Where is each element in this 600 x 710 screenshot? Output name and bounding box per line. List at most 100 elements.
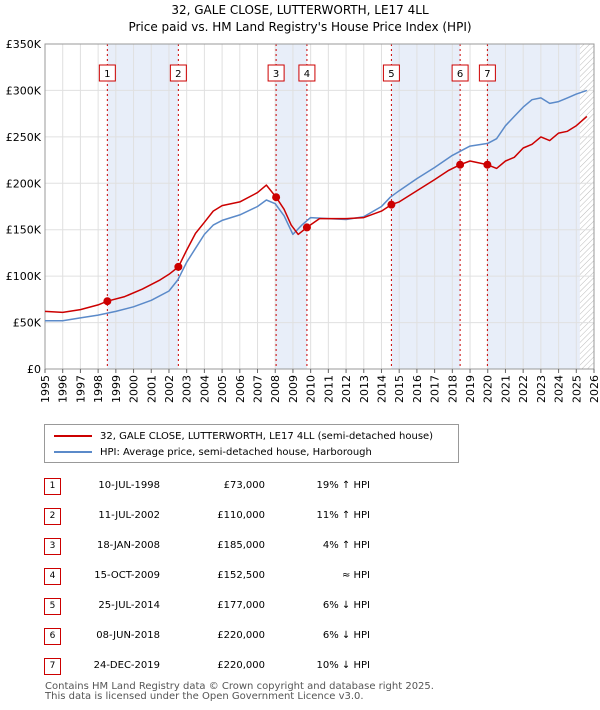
x-tick-label: 1998: [92, 375, 105, 403]
forecast-hatch: [579, 44, 594, 369]
y-tick-label: £250K: [6, 131, 42, 144]
x-tick-label: 2007: [252, 375, 265, 403]
sale-label-number: 7: [484, 69, 490, 80]
x-tick-label: 1995: [39, 375, 52, 403]
x-tick-label: 2025: [570, 375, 583, 403]
legend-item-property: 32, GALE CLOSE, LUTTERWORTH, LE17 4LL (s…: [54, 429, 433, 443]
x-tick-label: 2022: [517, 375, 530, 403]
sale-number-badge: 5: [44, 598, 61, 615]
x-tick-label: 2009: [287, 375, 300, 403]
sale-date: 25-JUL-2014: [98, 600, 160, 611]
sale-price: £185,000: [217, 540, 265, 551]
sale-date: 18-JAN-2008: [96, 540, 160, 551]
sale-price: £110,000: [217, 510, 265, 521]
x-tick-label: 2003: [181, 375, 194, 403]
legend-hpi-label: HPI: Average price, semi-detached house,…: [100, 446, 372, 458]
plot-border: [44, 43, 595, 370]
table-row: 2 11-JUL-2002 £110,000 11% ↑ HPI: [0, 506, 600, 526]
x-tick-label: 2023: [535, 375, 548, 403]
x-tick-label: 2024: [553, 375, 566, 403]
x-tick-label: 2014: [375, 375, 388, 403]
x-tick-label: 2026: [588, 375, 600, 403]
x-tick-label: 2008: [269, 375, 282, 403]
x-tick-label: 2011: [322, 375, 335, 403]
x-tick-label: 2017: [429, 375, 442, 403]
y-tick-label: £100K: [6, 270, 42, 283]
sale-number-badge: 6: [44, 628, 61, 645]
x-tick-label: 2013: [358, 375, 371, 403]
sale-point: [387, 200, 396, 209]
legend: 32, GALE CLOSE, LUTTERWORTH, LE17 4LL (s…: [44, 424, 459, 463]
sale-date: 15-OCT-2009: [94, 570, 160, 581]
property-price-line: [44, 115, 588, 314]
legend-item-hpi: HPI: Average price, semi-detached house,…: [54, 445, 372, 459]
x-tick-label: 2021: [499, 375, 512, 403]
property-line-swatch: [54, 435, 92, 437]
sale-label-number: 4: [304, 69, 310, 80]
ownership-shade-2: [276, 44, 307, 369]
sale-hpi-comparison: 19% ↑ HPI: [316, 480, 370, 491]
ownership-shade-3: [391, 44, 461, 369]
x-tick-label: 2020: [482, 375, 495, 403]
y-tick-label: £300K: [6, 84, 42, 97]
x-tick-label: 1996: [57, 375, 70, 403]
sale-label-number: 2: [175, 69, 181, 80]
table-row: 1 10-JUL-1998 £73,000 19% ↑ HPI: [0, 476, 600, 496]
sale-price: £73,000: [223, 480, 265, 491]
x-tick-label: 2000: [128, 375, 141, 403]
sale-price: £152,500: [217, 570, 265, 581]
sale-point: [483, 160, 492, 169]
sale-label-box: [382, 64, 400, 82]
footer-licence: This data is licensed under the Open Gov…: [45, 691, 364, 702]
x-tick-label: 2002: [163, 375, 176, 403]
sale-hpi-comparison: ≈ HPI: [341, 570, 370, 581]
sale-hpi-comparison: 10% ↓ HPI: [316, 660, 370, 671]
sale-label-box: [169, 64, 187, 82]
sale-label-number: 5: [388, 69, 394, 80]
sale-label-box: [451, 64, 469, 82]
footer-copyright: Contains HM Land Registry data © Crown c…: [45, 681, 434, 692]
table-row: 6 08-JUN-2018 £220,000 6% ↓ HPI: [0, 626, 600, 646]
sale-point: [456, 160, 465, 169]
x-tick-label: 2004: [198, 375, 211, 403]
footer: Contains HM Land Registry data © Crown c…: [45, 682, 434, 702]
x-tick-label: 2001: [145, 375, 158, 403]
sale-point: [272, 193, 281, 202]
sale-number-badge: 7: [44, 658, 61, 675]
sale-price: £177,000: [217, 600, 265, 611]
sale-price: £220,000: [217, 630, 265, 641]
sale-price: £220,000: [217, 660, 265, 671]
x-tick-label: 2019: [464, 375, 477, 403]
y-tick-label: £0: [27, 363, 41, 376]
x-tick-label: 2005: [216, 375, 229, 403]
table-row: 7 24-DEC-2019 £220,000 10% ↓ HPI: [0, 656, 600, 676]
x-tick-label: 1997: [74, 375, 87, 403]
x-tick-label: 2010: [305, 375, 318, 403]
sale-label-box: [298, 64, 316, 82]
sale-number-badge: 3: [44, 538, 61, 555]
sale-label-box: [267, 64, 285, 82]
sale-date: 11-JUL-2002: [98, 510, 160, 521]
chart-title: 32, GALE CLOSE, LUTTERWORTH, LE17 4LL: [171, 3, 429, 17]
sale-date: 24-DEC-2019: [93, 660, 160, 671]
x-tick-label: 2006: [234, 375, 247, 403]
sale-label-box: [478, 64, 496, 82]
x-tick-label: 2012: [340, 375, 353, 403]
x-tick-label: 1999: [110, 375, 123, 403]
sale-hpi-comparison: 6% ↓ HPI: [322, 630, 370, 641]
hpi-line-swatch: [54, 451, 92, 453]
table-row: 3 18-JAN-2008 £185,000 4% ↑ HPI: [0, 536, 600, 556]
y-tick-label: £150K: [6, 224, 42, 237]
sale-number-badge: 4: [44, 568, 61, 585]
sale-date: 08-JUN-2018: [96, 630, 160, 641]
sale-hpi-comparison: 11% ↑ HPI: [316, 510, 370, 521]
y-tick-label: £200K: [6, 177, 42, 190]
sale-number-badge: 1: [44, 478, 61, 495]
price-chart: 32, GALE CLOSE, LUTTERWORTH, LE17 4LL Pr…: [6, 3, 600, 403]
ownership-shade-4: [487, 44, 580, 369]
legend-property-label: 32, GALE CLOSE, LUTTERWORTH, LE17 4LL (s…: [100, 430, 434, 442]
sale-hpi-comparison: 4% ↑ HPI: [322, 540, 370, 551]
table-row: 5 25-JUL-2014 £177,000 6% ↓ HPI: [0, 596, 600, 616]
x-tick-label: 2016: [411, 375, 424, 403]
ownership-shade-1: [107, 44, 179, 369]
